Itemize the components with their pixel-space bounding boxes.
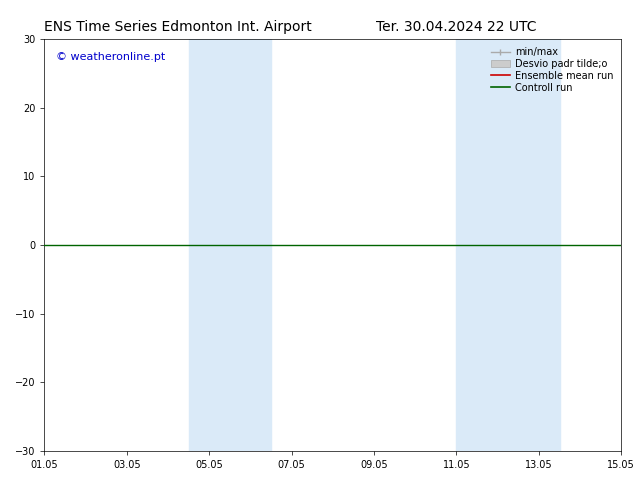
Text: ENS Time Series Edmonton Int. Airport: ENS Time Series Edmonton Int. Airport	[44, 20, 311, 34]
Legend: min/max, Desvio padr tilde;o, Ensemble mean run, Controll run: min/max, Desvio padr tilde;o, Ensemble m…	[488, 44, 616, 96]
Text: © weatheronline.pt: © weatheronline.pt	[56, 51, 165, 62]
Bar	[189, 39, 271, 451]
Bar	[456, 39, 559, 451]
Text: Ter. 30.04.2024 22 UTC: Ter. 30.04.2024 22 UTC	[376, 20, 537, 34]
